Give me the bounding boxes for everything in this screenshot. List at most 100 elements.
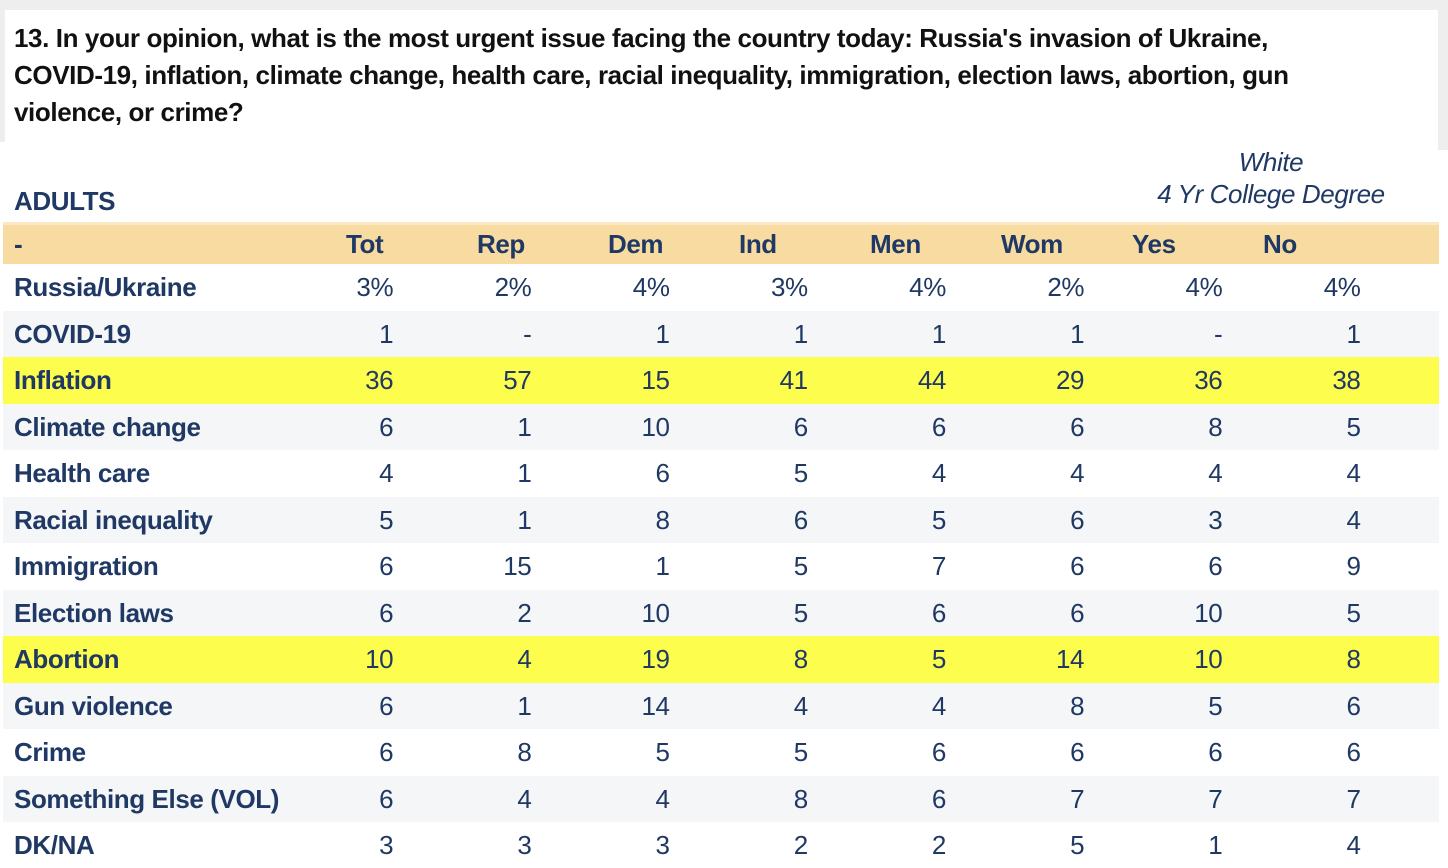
value-cell-rep: 4	[517, 644, 532, 674]
value-cell-wom: 6	[1070, 411, 1085, 442]
value-cell-ind: 5	[793, 551, 808, 581]
value-cell-men: 6	[931, 411, 946, 442]
value-cell-no: 7	[1346, 783, 1361, 814]
value-cell-ind: 5	[793, 737, 808, 767]
value-cell-ind: 6	[793, 504, 808, 535]
table-row: Racial inequality 5 1 8 6 5 6 3 4	[3, 496, 1439, 543]
value-cell-men: 1	[931, 318, 946, 349]
value-cell-no: 5	[1346, 411, 1361, 442]
row-spacer	[1361, 776, 1440, 823]
table-body: Russia/Ukraine 3% 2% 4% 3% 4% 2% 4% 4% COVID-19 1 -…	[3, 264, 1439, 868]
question-text: 13. In your opinion, what is the most ur…	[14, 20, 1289, 131]
column-header-rep: Rep	[477, 229, 525, 259]
row-spacer	[1361, 264, 1440, 311]
row-label: Crime	[14, 737, 86, 767]
value-cell-men: 6	[931, 783, 946, 814]
row-spacer	[1361, 729, 1440, 776]
value-cell-ind: 1	[793, 318, 808, 349]
row-label: DK/NA	[14, 830, 95, 860]
value-cell-rep: 2%	[494, 272, 532, 302]
row-label: Health care	[14, 458, 150, 488]
value-cell-tot: 3	[379, 830, 394, 860]
value-cell-dem: 4%	[632, 272, 670, 302]
row-label: Inflation	[14, 365, 112, 395]
subgroup-note: White 4 Yr College Degree	[1130, 146, 1412, 210]
value-cell-rep: 57	[503, 365, 532, 395]
row-label: Racial inequality	[14, 504, 213, 535]
value-cell-yes: 10	[1194, 597, 1223, 628]
table-row: Climate change 6 1 10 6 6 6 8 5	[3, 403, 1440, 451]
row-spacer	[1361, 636, 1440, 683]
column-header-dem: Dem	[608, 229, 664, 259]
page-right-edge	[1438, 0, 1448, 150]
value-cell-no: 6	[1346, 737, 1361, 767]
value-cell-men: 6	[931, 597, 946, 628]
value-cell-wom: 2%	[1047, 272, 1085, 302]
row-spacer	[1361, 590, 1440, 637]
value-cell-dem: 3	[655, 830, 670, 860]
column-header-yes: Yes	[1132, 229, 1176, 259]
question-text-line: 13. In your opinion, what is the most ur…	[14, 23, 1268, 53]
value-cell-dem: 14	[641, 690, 670, 721]
value-cell-ind: 2	[793, 830, 808, 860]
value-cell-yes: 3	[1208, 504, 1223, 535]
value-cell-tot: 36	[365, 365, 394, 395]
table-row: Russia/Ukraine 3% 2% 4% 3% 4% 2% 4% 4%	[3, 264, 1439, 311]
value-cell-wom: 6	[1070, 597, 1085, 628]
value-cell-no: 4	[1346, 830, 1361, 860]
value-cell-no: 5	[1346, 597, 1361, 628]
value-cell-ind: 4	[793, 690, 808, 721]
value-cell-wom: 1	[1070, 318, 1085, 349]
value-cell-ind: 41	[779, 365, 809, 395]
value-cell-yes: 4	[1208, 458, 1223, 488]
page-top-edge	[0, 0, 1448, 10]
value-cell-rep: 2	[517, 597, 532, 628]
value-cell-yes: 10	[1194, 644, 1223, 674]
value-cell-rep: 1	[517, 458, 532, 488]
value-cell-ind: 6	[793, 411, 808, 442]
question-text-line: COVID-19, inflation, climate change, hea…	[14, 60, 1289, 90]
value-cell-tot: 4	[379, 458, 394, 488]
value-cell-no: 38	[1332, 365, 1361, 395]
value-cell-rep: 8	[517, 737, 532, 767]
value-cell-dem: 5	[655, 737, 670, 767]
value-cell-no: 9	[1346, 551, 1361, 581]
question-text-line: violence, or crime?	[14, 97, 244, 127]
value-cell-tot: 5	[379, 504, 394, 535]
row-spacer	[1361, 311, 1440, 358]
value-cell-dem: 1	[655, 551, 670, 581]
row-label: Climate change	[14, 411, 201, 442]
value-cell-wom: 6	[1070, 737, 1085, 767]
value-cell-ind: 5	[793, 458, 808, 488]
table-row: Something Else (VOL) 6 4 4 8 6 7 7 7	[3, 775, 1440, 823]
value-cell-yes: 6	[1208, 551, 1223, 581]
row-label: Something Else (VOL)	[14, 783, 280, 814]
value-cell-yes: -	[1214, 318, 1223, 349]
column-header-wom: Wom	[1001, 229, 1063, 259]
value-cell-ind: 8	[793, 644, 808, 674]
value-cell-dem: 6	[655, 458, 670, 488]
value-cell-yes: 4%	[1185, 272, 1223, 302]
value-cell-yes: 36	[1194, 365, 1223, 395]
value-cell-rep: -	[523, 318, 532, 349]
value-cell-dem: 4	[655, 783, 670, 814]
table-header-row: - Tot Rep Dem Ind Men Wom Yes No	[3, 222, 1439, 264]
value-cell-rep: 1	[517, 690, 532, 721]
value-cell-wom: 29	[1056, 365, 1085, 395]
value-cell-no: 1	[1346, 318, 1361, 349]
value-cell-men: 6	[931, 737, 946, 767]
value-cell-yes: 8	[1208, 411, 1223, 442]
value-cell-tot: 6	[379, 411, 394, 442]
row-spacer	[1361, 404, 1440, 451]
value-cell-dem: 8	[655, 504, 670, 535]
value-cell-no: 4	[1346, 458, 1361, 488]
row-label: Immigration	[14, 551, 159, 581]
value-cell-men: 4	[931, 458, 946, 488]
value-cell-yes: 7	[1208, 783, 1223, 814]
value-cell-men: 4	[931, 690, 946, 721]
row-label: Election laws	[14, 597, 174, 628]
value-cell-tot: 6	[379, 737, 394, 767]
value-cell-rep: 15	[503, 551, 532, 581]
table-row: Immigration 6 15 1 5 7 6 6 9	[3, 543, 1439, 590]
row-spacer	[1361, 450, 1440, 497]
